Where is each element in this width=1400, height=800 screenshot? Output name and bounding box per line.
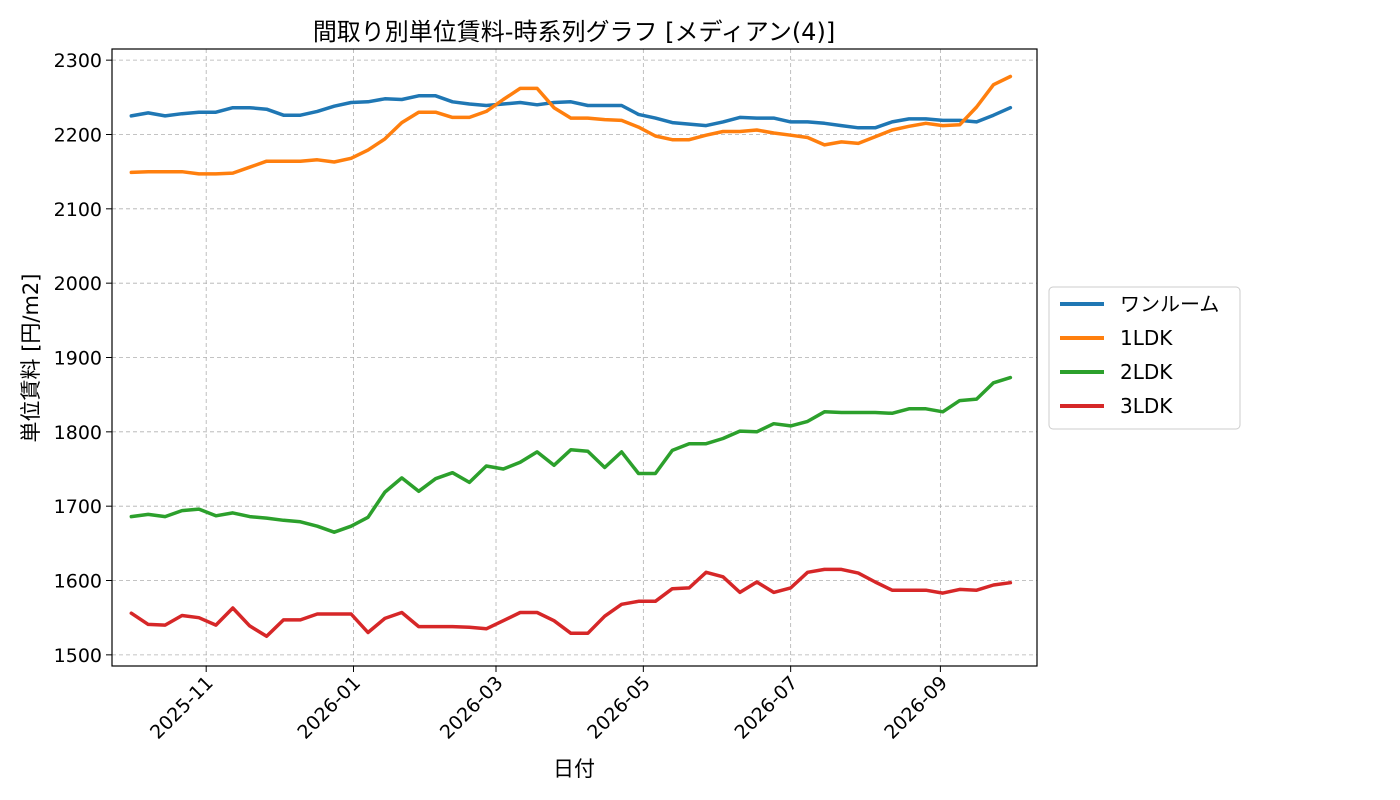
series-line-2 <box>129 74 1013 176</box>
y-tick-label: 1500 <box>54 645 102 667</box>
y-axis-label: 単位賃料 [円/m2] <box>19 274 43 443</box>
legend-label-1: ワンルーム <box>1120 292 1219 316</box>
legend-label-3: 2LDK <box>1120 360 1173 384</box>
series-line-3 <box>129 375 1013 534</box>
x-axis-label: 日付 <box>553 757 595 781</box>
y-axis: 1500 1600 1700 1800 1900 2000 2100 2200 2300 <box>54 50 112 667</box>
x-tick-label: 2026-05 <box>583 672 655 744</box>
y-tick-label: 1900 <box>54 348 102 370</box>
x-tick-label: 2026-01 <box>293 672 365 744</box>
x-tick-label: 2026-03 <box>436 672 508 744</box>
y-tick-label: 1700 <box>54 496 102 518</box>
legend-box <box>1048 286 1241 430</box>
x-axis: 2025-11 2026-01 2026-03 2026-05 2026-07 2026-… <box>146 666 952 744</box>
y-tick-label: 1800 <box>54 422 102 444</box>
gridlines <box>112 49 1037 666</box>
series-line-1 <box>129 94 1013 130</box>
y-tick-label: 2100 <box>54 199 102 221</box>
x-tick-label: 2026-09 <box>880 672 952 744</box>
series-layer <box>129 74 1013 639</box>
x-tick-label: 2025-11 <box>146 672 218 744</box>
chart-title: 間取り別単位賃料-時系列グラフ [メディアン(4)] <box>313 18 835 46</box>
y-tick-label: 2300 <box>54 50 102 72</box>
legend: ワンルーム 1LDK 2LDK 3LDK <box>1048 286 1241 430</box>
legend-label-2: 1LDK <box>1120 326 1173 350</box>
y-tick-label: 1600 <box>54 571 102 593</box>
y-tick-label: 2000 <box>54 273 102 295</box>
series-line-4 <box>129 567 1013 639</box>
y-tick-label: 2200 <box>54 124 102 146</box>
x-tick-label: 2026-07 <box>730 672 802 744</box>
legend-label-4: 3LDK <box>1120 394 1173 418</box>
